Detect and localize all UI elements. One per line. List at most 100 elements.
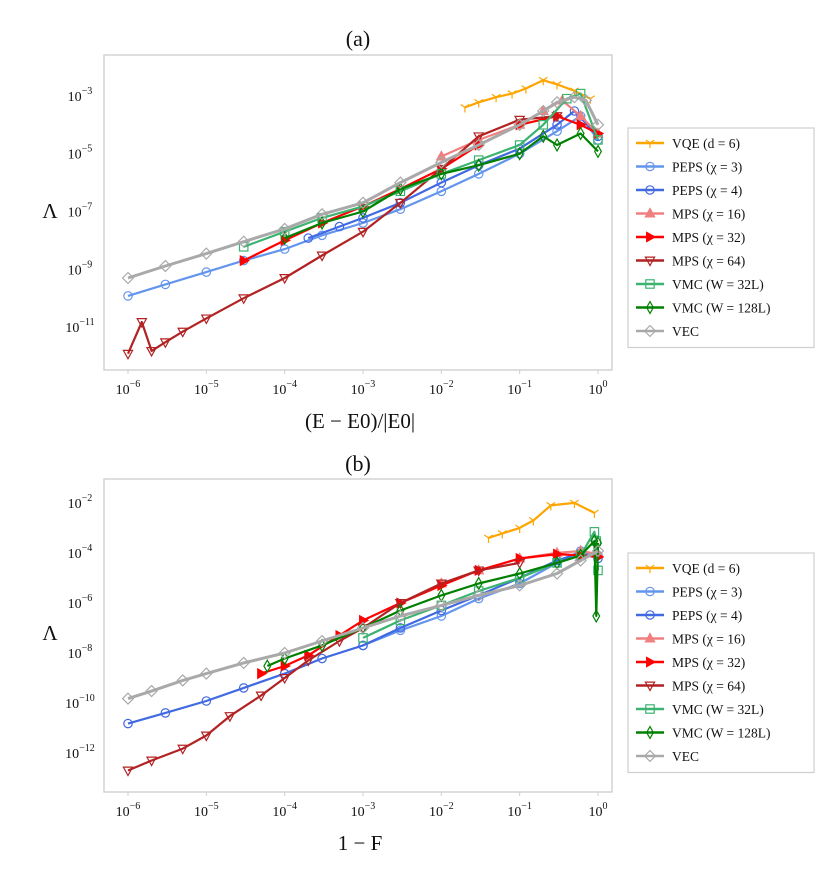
data-point-vec	[237, 235, 251, 249]
y-tick-label: 10−6	[68, 593, 93, 612]
data-point-vec	[121, 692, 135, 705]
panel-a-x-axis-label: (E − E0)/|E0|	[305, 409, 415, 433]
legend-label: VEC	[672, 749, 699, 764]
data-point-vmc128	[437, 166, 446, 181]
data-point-vec	[568, 90, 581, 104]
series-vec	[121, 90, 605, 285]
data-point-mps16	[435, 150, 447, 161]
data-point-mps32	[576, 119, 587, 131]
data-point-mps64	[279, 274, 291, 285]
y-tick-label: 10−3	[68, 86, 93, 105]
data-point-vec	[513, 118, 526, 132]
data-point-mps64	[255, 691, 267, 702]
x-tick-label: 10−4	[272, 379, 297, 398]
x-tick-label: 10−3	[351, 379, 376, 398]
legend-swatch-marker	[645, 279, 655, 289]
legend-label: PEPS (χ = 4)	[672, 608, 742, 623]
series-line-mps64	[127, 561, 520, 772]
legend-swatch-marker	[645, 300, 655, 315]
data-point-vqe	[474, 98, 484, 108]
data-point-vec	[159, 259, 172, 273]
data-point-mps64	[200, 314, 212, 325]
data-point-vqe	[552, 80, 562, 90]
data-point-vec	[513, 579, 526, 592]
series-line-vec	[127, 95, 600, 280]
data-point-mps64	[238, 294, 250, 305]
data-point-peps4	[358, 640, 368, 651]
data-point-vec	[176, 674, 190, 687]
x-tick-label: 10−4	[272, 801, 297, 820]
data-point-peps4	[123, 718, 133, 729]
y-tick-label: 10−11	[65, 317, 94, 336]
legend-label: MPS (χ = 16)	[672, 207, 745, 222]
data-point-mps64	[279, 674, 291, 685]
x-tick-label: 10−6	[116, 379, 141, 398]
data-point-peps3	[123, 291, 133, 301]
data-point-mps16	[574, 109, 587, 121]
data-point-vmc128	[358, 204, 368, 219]
x-tick-label: 10−3	[351, 801, 376, 820]
panel-a-y-axis-label: Λ	[42, 199, 58, 223]
data-point-vqe	[497, 530, 507, 539]
data-point-mps64	[145, 346, 158, 358]
series-vmc32	[358, 527, 603, 643]
y-tick-label: 10−10	[65, 693, 95, 712]
series-line-vmc128	[266, 539, 600, 668]
x-tick-label: 10−6	[116, 801, 141, 820]
legend-item-vqe: VQE (d = 6)	[636, 136, 740, 151]
series-line-peps4	[127, 551, 599, 725]
legend-swatch-marker	[645, 704, 655, 714]
data-point-vec	[145, 684, 158, 698]
data-point-vec	[550, 567, 564, 580]
data-point-vmc128	[593, 535, 603, 551]
data-point-peps4	[569, 106, 580, 116]
y-tick-label: 10−7	[68, 202, 93, 221]
series-vec	[121, 544, 605, 705]
data-point-vec	[394, 609, 407, 623]
panel-b-legend: VQE (d = 6) PEPS (χ = 3) PEPS (χ = 4) MPS (…	[627, 552, 815, 774]
panel-a-title: (a)	[346, 26, 370, 51]
series-line-peps4	[307, 109, 599, 240]
data-point-mps64	[224, 712, 236, 723]
data-point-vec	[550, 96, 564, 109]
data-point-vqe	[483, 534, 494, 543]
data-point-peps4	[238, 683, 249, 693]
data-point-vec	[315, 634, 329, 648]
data-point-peps3	[395, 204, 406, 215]
data-point-mps64	[159, 338, 172, 349]
data-point-mps64	[302, 656, 314, 667]
panel-b: (b) 10−6 10−5 10−4 10−3 10−2 10−1 100 10−1210−…	[42, 451, 815, 855]
legend-swatch-marker	[644, 256, 656, 267]
data-point-mps64	[357, 227, 369, 238]
data-point-vqe	[491, 93, 501, 103]
data-point-mps64	[316, 251, 328, 262]
panel-a: (a) 10−6 10−5 10−4 10−3 10−2 10−1 100 10−1110−…	[42, 26, 815, 433]
panel-a-legend: VQE (d = 6) PEPS (χ = 3) PEPS (χ = 4) MPS (…	[627, 127, 815, 349]
x-tick-label: 10−2	[429, 801, 454, 820]
legend-swatch-marker	[645, 725, 655, 740]
series-mps64	[122, 558, 526, 777]
data-point-mps64	[394, 598, 407, 610]
data-point-vec	[278, 646, 291, 660]
data-point-vmc128	[552, 137, 562, 153]
legend-item-vmc32: VMC (W = 32L)	[636, 702, 764, 717]
data-point-vmc128	[576, 126, 585, 141]
panel-a-x-ticks: 10−6 10−5 10−4 10−3 10−2 10−1 100	[116, 370, 608, 398]
series-peps3	[358, 546, 603, 651]
legend-label: MPS (χ = 32)	[672, 230, 745, 245]
legend-item-mps64: MPS (χ = 64)	[636, 679, 745, 694]
legend-label: PEPS (χ = 3)	[672, 585, 742, 600]
legend-label: VMC (W = 128L)	[672, 726, 770, 741]
data-point-peps4	[201, 696, 212, 706]
data-point-vec	[278, 222, 291, 236]
data-point-vmc32	[514, 140, 525, 150]
data-point-mps64	[177, 744, 189, 755]
x-tick-label: 10−5	[194, 801, 219, 820]
legend-label: VMC (W = 32L)	[672, 702, 764, 717]
data-point-vmc128	[593, 144, 603, 159]
data-point-peps4	[317, 653, 327, 664]
legend-swatch-marker	[644, 207, 656, 218]
y-tick-label: 10−8	[68, 643, 93, 662]
legend-item-mps64: MPS (χ = 64)	[636, 254, 745, 269]
legend-label: MPS (χ = 64)	[672, 679, 745, 694]
